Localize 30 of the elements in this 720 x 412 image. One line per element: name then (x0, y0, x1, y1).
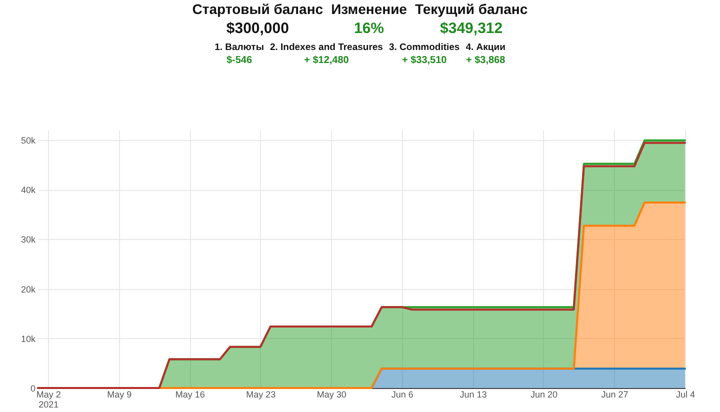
text: 2. Indexes and Treasures (270, 41, 383, 54)
y-tick-label: 30k (20, 234, 36, 245)
text: $300,000 (225, 19, 290, 38)
x-tick-label: Jun 6 (391, 390, 414, 400)
text: 1. Валюты (214, 41, 264, 54)
x-tick-label: Jun 13 (460, 390, 487, 400)
y-tick-label: 10k (20, 334, 36, 344)
x-tick-label: Jul 4 (676, 390, 696, 400)
text: Изменение (331, 0, 407, 19)
text: + $33,510 (400, 54, 448, 67)
x-tick-label: May 16 (175, 390, 205, 400)
x-tick-label: May 30 (316, 390, 346, 400)
text: $349,312 (439, 19, 504, 38)
x-tick-label: Jun 20 (530, 390, 558, 400)
text: 3. Commodities (388, 41, 460, 54)
text: 4. Акции (466, 41, 506, 54)
text: $-546 (225, 54, 254, 67)
x-tick-label: May 2 2021 (36, 390, 61, 410)
y-tick-label: 20k (20, 284, 36, 294)
x-tick-label: May 9 (107, 390, 132, 400)
text: Текущий баланс (414, 0, 528, 19)
text: 16% (353, 19, 386, 38)
x-tick-label: May 23 (246, 390, 276, 400)
y-tick-label: 40k (20, 185, 36, 196)
x-tick-label: Jun 27 (601, 390, 628, 400)
y-tick-label: 50k (20, 135, 36, 146)
text: + $3,868 (466, 54, 506, 67)
text: + $12,480 (303, 54, 350, 67)
text: Стартовый баланс (192, 0, 324, 19)
y-tick-label: 0 (30, 384, 36, 394)
